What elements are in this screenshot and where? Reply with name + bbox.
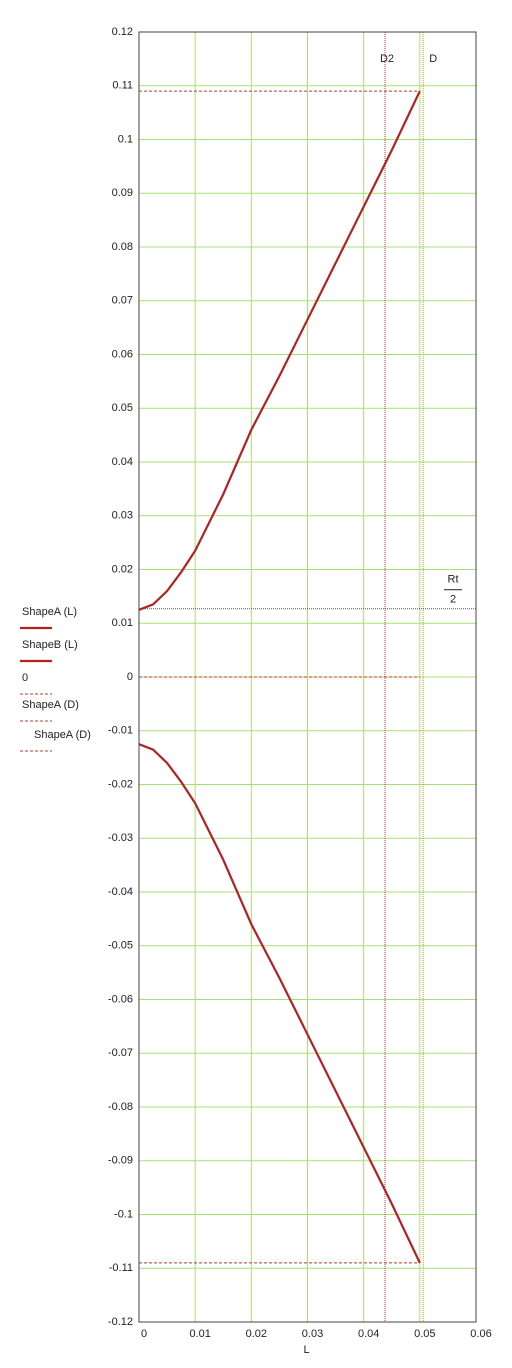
y-tick-label: -0.07 (108, 1047, 133, 1059)
y-tick-label: 0.03 (112, 510, 133, 522)
series-line (138, 90, 421, 611)
marker-numerator: Rt (448, 574, 459, 586)
legend-label: ShapeA (D) (22, 699, 79, 711)
y-tick-label: 0.07 (112, 295, 133, 307)
y-tick-label: 0.06 (112, 348, 133, 360)
x-tick-label: 0.03 (302, 1328, 323, 1340)
legend-label: 0 (22, 672, 28, 684)
y-tick-label: 0 (127, 671, 133, 683)
x-tick-label: 0.04 (358, 1328, 379, 1340)
y-tick-label: 0.09 (112, 187, 133, 199)
x-tick-label: 0.06 (470, 1328, 491, 1340)
y-tick-label: -0.06 (108, 993, 133, 1005)
y-tick-label: 0.01 (112, 617, 133, 629)
y-tick-label: 0.11 (112, 80, 133, 92)
y-tick-label: 0.1 (118, 133, 133, 145)
y-tick-label: -0.04 (108, 886, 133, 898)
y-tick-label: 0.05 (112, 402, 133, 414)
y-tick-label: -0.1 (114, 1208, 133, 1220)
x-tick-label: 0.02 (246, 1328, 267, 1340)
y-tick-label: 0.02 (112, 563, 133, 575)
x-axis-label: L (303, 1344, 309, 1356)
y-tick-label: -0.11 (109, 1262, 133, 1274)
marker-label: D2 (380, 53, 394, 65)
y-tick-label: -0.12 (108, 1316, 133, 1328)
y-tick-label: -0.08 (108, 1101, 133, 1113)
x-tick-label: 0.01 (189, 1328, 210, 1340)
y-tick-label: 0.08 (112, 241, 133, 253)
marker-label: D (429, 53, 437, 65)
y-tick-label: -0.03 (108, 832, 133, 844)
y-tick-label: -0.09 (108, 1155, 133, 1167)
y-tick-label: 0.04 (112, 456, 133, 468)
y-tick-label: -0.05 (108, 940, 133, 952)
y-tick-label: 0.12 (112, 26, 133, 38)
plot-frame (138, 31, 477, 1323)
legend-label: ShapeB (L) (22, 639, 78, 651)
y-tick-label: -0.02 (108, 778, 133, 790)
legend-label: ShapeA (D) (34, 729, 91, 741)
y-tick-label: -0.01 (108, 725, 133, 737)
series-line (138, 743, 421, 1264)
x-tick-label: 0 (141, 1328, 147, 1340)
x-tick-label: 0.05 (414, 1328, 435, 1340)
legend-label: ShapeA (L) (22, 606, 77, 618)
marker-denominator: 2 (450, 594, 456, 606)
